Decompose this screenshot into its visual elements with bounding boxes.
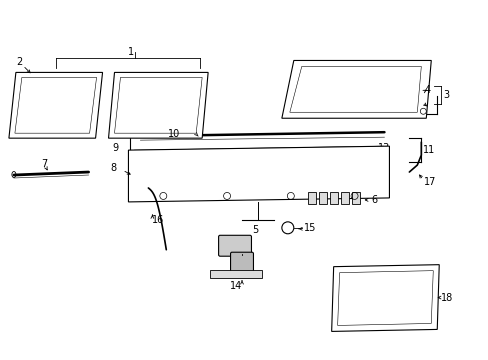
Text: 14: 14 (229, 280, 242, 291)
Bar (329, 192, 337, 204)
Text: 4: 4 (424, 85, 429, 95)
FancyBboxPatch shape (218, 235, 251, 256)
FancyBboxPatch shape (230, 252, 253, 273)
Polygon shape (128, 146, 388, 202)
Bar (307, 192, 315, 204)
Bar (351, 192, 359, 204)
Text: 13: 13 (377, 143, 389, 153)
Polygon shape (331, 265, 438, 332)
Text: 3: 3 (442, 90, 448, 100)
Text: 18: 18 (440, 293, 452, 302)
Polygon shape (9, 72, 102, 138)
Text: 15: 15 (303, 223, 316, 233)
Text: 1: 1 (128, 48, 134, 58)
Text: 17: 17 (424, 177, 436, 187)
Text: 6: 6 (371, 195, 377, 205)
Text: 5: 5 (251, 225, 258, 235)
Text: 2: 2 (16, 58, 22, 67)
Text: 8: 8 (110, 163, 117, 173)
Polygon shape (281, 60, 430, 118)
Text: 10: 10 (168, 129, 180, 139)
Text: 11: 11 (423, 145, 435, 155)
Text: 16: 16 (152, 215, 164, 225)
Bar (318, 192, 326, 204)
Text: 7: 7 (41, 159, 47, 169)
Bar (340, 192, 348, 204)
Bar (210, 270, 262, 278)
Text: 12: 12 (354, 153, 366, 163)
Text: 9: 9 (112, 143, 119, 153)
Polygon shape (108, 72, 208, 138)
